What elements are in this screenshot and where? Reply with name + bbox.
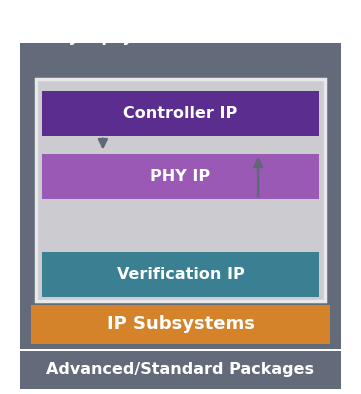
Bar xyxy=(42,91,319,136)
Text: IP Subsystems: IP Subsystems xyxy=(106,315,255,333)
Text: Synopsys UCIe IP Solutions: Synopsys UCIe IP Solutions xyxy=(57,30,304,45)
Bar xyxy=(42,154,319,199)
Text: Controller IP: Controller IP xyxy=(123,106,238,121)
Text: Advanced/Standard Packages: Advanced/Standard Packages xyxy=(47,362,314,377)
Text: PHY IP: PHY IP xyxy=(151,169,210,184)
Bar xyxy=(36,79,325,301)
Text: Verification IP: Verification IP xyxy=(117,267,244,282)
Bar xyxy=(20,43,341,349)
Bar xyxy=(31,305,330,344)
Bar xyxy=(20,351,341,389)
Bar xyxy=(42,252,319,297)
